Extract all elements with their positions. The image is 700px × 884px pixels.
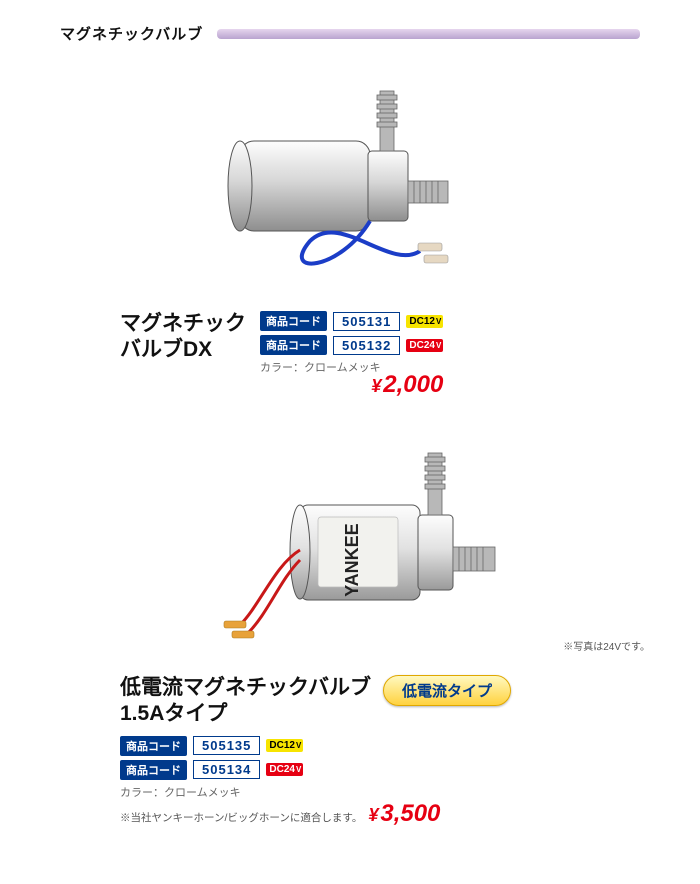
product-2-name-line1: 低電流マグネチックバルブ xyxy=(120,675,371,701)
product-2-color-note: カラー：クロームメッキ xyxy=(120,784,640,800)
product-1-code-row-0: 商品コード 505131 DC12V xyxy=(260,311,443,331)
valve-lowcurrent-illustration: YANKEE xyxy=(220,435,540,655)
code-label: 商品コード xyxy=(120,736,187,756)
product-2-image: YANKEE xyxy=(60,425,640,665)
price-value: 3,500 xyxy=(380,800,440,827)
product-2-name: 低電流マグネチックバルブ 1.5Aタイプ xyxy=(120,675,371,728)
category-header: マグネチックバルブ xyxy=(60,20,640,47)
code-label: 商品コード xyxy=(260,335,327,355)
product-2-codes: 商品コード 505135 DC12V 商品コード 505134 DC24V xyxy=(60,736,640,780)
product-1-name-line2: バルブDX xyxy=(120,337,246,363)
code-value: 505131 xyxy=(333,312,400,331)
product-2-code-row-0: 商品コード 505135 DC12V xyxy=(120,736,640,756)
dc12-badge: DC12V xyxy=(406,315,443,328)
product-1-name-col: マグネチック バルブDX xyxy=(120,311,246,399)
product-1-codes-col: 商品コード 505131 DC12V 商品コード 505132 DC24V カラ… xyxy=(260,311,443,399)
low-current-badge: 低電流タイプ xyxy=(383,675,511,706)
category-divider xyxy=(217,29,640,39)
product-2: YANKEE xyxy=(60,425,640,828)
code-value: 505135 xyxy=(193,736,260,755)
product-1-name-line1: マグネチック xyxy=(120,311,246,337)
code-label: 商品コード xyxy=(260,311,327,331)
product-2-bottom: カラー：クロームメッキ ※当社ヤンキーホーン/ビッグホーンに適合します。 ¥3,… xyxy=(60,784,640,828)
code-value: 505132 xyxy=(333,336,400,355)
product-1-price: ¥2,000 xyxy=(260,371,443,399)
yen-mark: ¥ xyxy=(371,376,381,396)
product-1-image xyxy=(60,61,640,301)
product-2-photo-caption: ※写真は24Vです。 xyxy=(563,638,650,653)
product-1-code-row-1: 商品コード 505132 DC24V xyxy=(260,335,443,355)
product-1-info: マグネチック バルブDX 商品コード 505131 DC12V 商品コード 50… xyxy=(60,311,640,399)
dc24-badge: DC24V xyxy=(266,763,303,776)
dc24-badge: DC24V xyxy=(406,339,443,352)
code-label: 商品コード xyxy=(120,760,187,780)
dc12-badge: DC12V xyxy=(266,739,303,752)
price-value: 2,000 xyxy=(383,371,443,398)
code-value: 505134 xyxy=(193,760,260,779)
product-2-title-row: 低電流マグネチックバルブ 1.5Aタイプ 低電流タイプ xyxy=(60,675,640,728)
valve-dx-illustration xyxy=(190,71,510,291)
product-2-name-line2: 1.5Aタイプ xyxy=(120,701,371,727)
product-2-price: ¥3,500 xyxy=(368,800,440,828)
product-2-compat-note: ※当社ヤンキーホーン/ビッグホーンに適合します。 xyxy=(120,810,362,825)
yen-mark: ¥ xyxy=(368,805,378,825)
category-title: マグネチックバルブ xyxy=(60,20,217,47)
svg-text:YANKEE: YANKEE xyxy=(342,523,362,596)
product-2-code-row-1: 商品コード 505134 DC24V xyxy=(120,760,640,780)
product-1: マグネチック バルブDX 商品コード 505131 DC12V 商品コード 50… xyxy=(60,61,640,399)
